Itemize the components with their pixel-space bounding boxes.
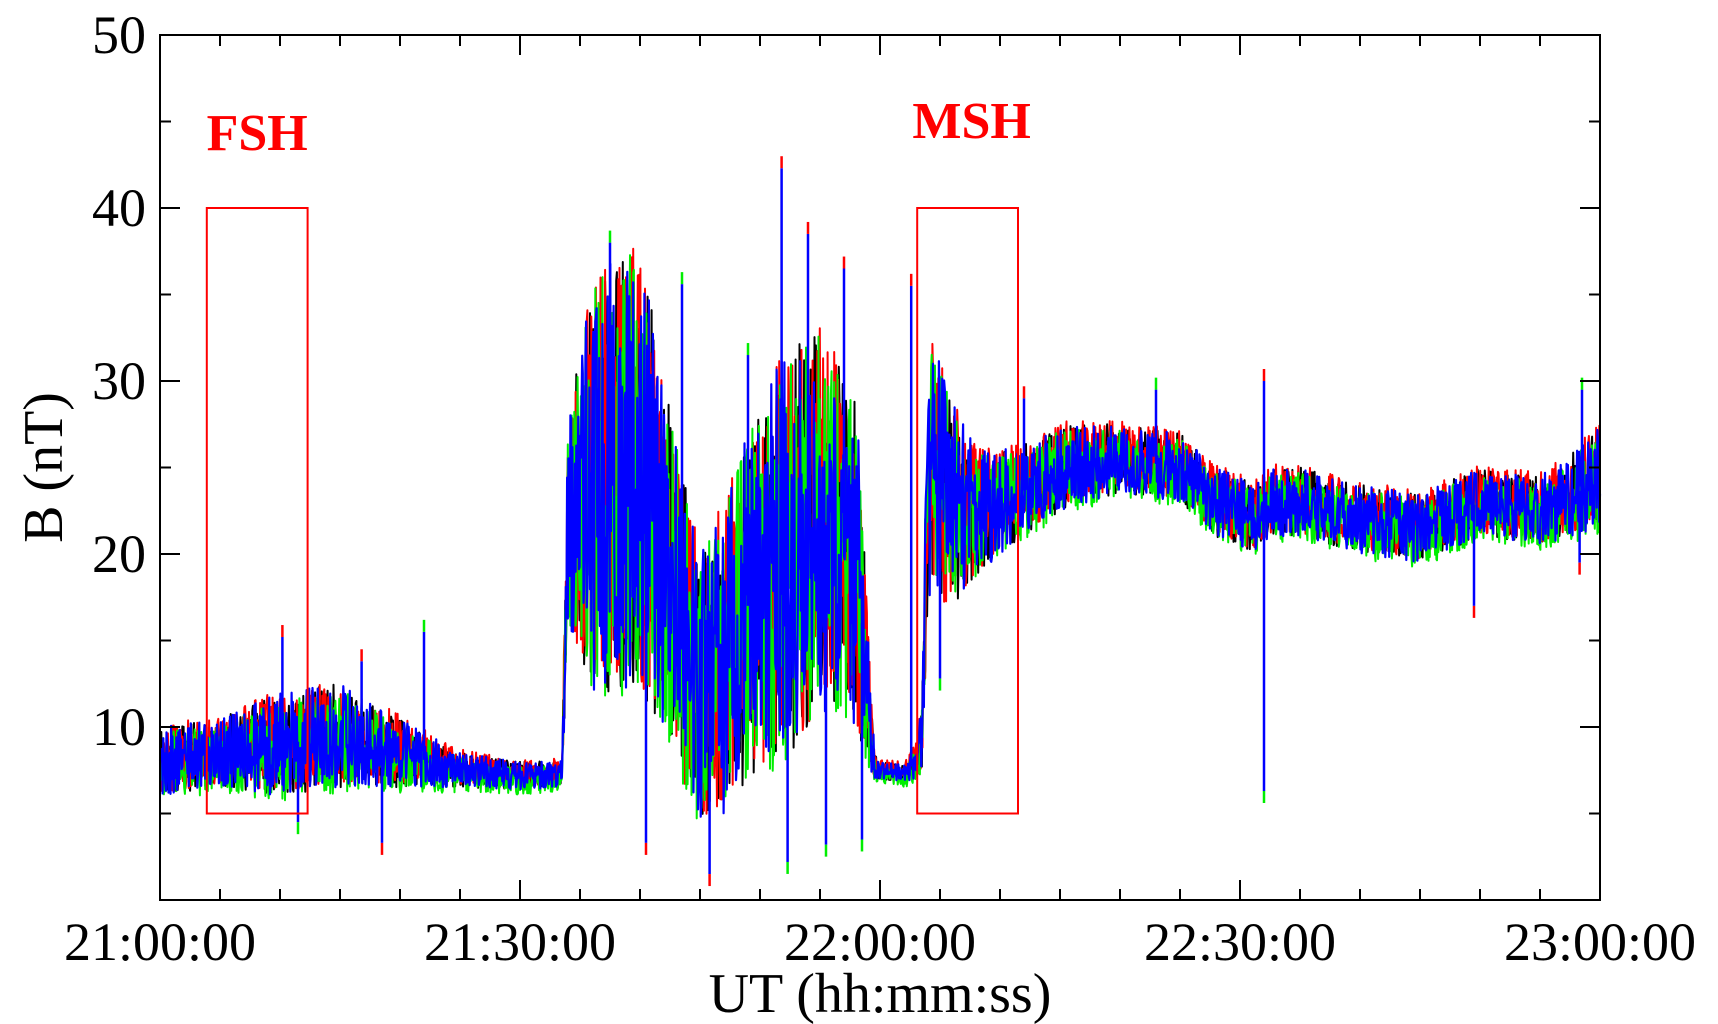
data-series-group — [158, 156, 1602, 887]
annotation-group: FSH MSH — [205, 93, 1031, 815]
y-axis-title: B (nT) — [13, 392, 75, 543]
y-tick-label: 30 — [92, 351, 146, 411]
y-tick-label: 50 — [92, 5, 146, 65]
x-axis-title: UT (hh:mm:ss) — [709, 963, 1052, 1024]
tick-group — [159, 34, 1601, 901]
tick-label-group: 21:00:00 21:30:00 22:00:00 22:30:00 23:00:00… — [64, 5, 1696, 972]
x-tick-label: 22:30:00 — [1144, 912, 1336, 972]
x-tick-label: 23:00:00 — [1504, 912, 1696, 972]
x-tick-label: 21:30:00 — [424, 912, 616, 972]
x-tick-label: 22:00:00 — [784, 912, 976, 972]
region-label-msh: MSH — [912, 93, 1030, 150]
y-tick-label: 40 — [92, 178, 146, 238]
y-tick-label: 20 — [92, 524, 146, 584]
region-box-fsh — [205, 207, 309, 815]
region-label-fsh: FSH — [207, 105, 308, 162]
region-box-msh — [916, 207, 1020, 815]
y-tick-label: 10 — [92, 697, 146, 757]
x-tick-label: 21:00:00 — [64, 912, 256, 972]
series-line-4 — [158, 262, 1602, 818]
